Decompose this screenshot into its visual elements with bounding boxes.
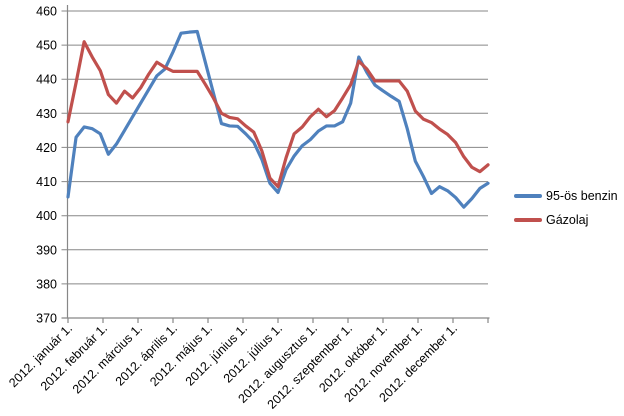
y-tick-label: 460 bbox=[36, 5, 57, 19]
y-tick-label: 390 bbox=[36, 243, 57, 257]
series-line-gazolaj bbox=[66, 40, 490, 189]
y-tick-label: 440 bbox=[36, 73, 57, 87]
legend-label-benzin: 95-ös benzin bbox=[546, 189, 618, 203]
y-tick-label: 370 bbox=[36, 312, 57, 326]
legend-label-gazolaj: Gázolaj bbox=[546, 213, 589, 227]
y-tick-label: 400 bbox=[36, 209, 57, 223]
x-tick-label: 2012. április 1. bbox=[113, 321, 180, 388]
y-tick-label: 450 bbox=[36, 39, 57, 53]
legend-item-gazolaj: Gázolaj bbox=[514, 212, 618, 228]
legend-swatch-benzin-icon bbox=[514, 194, 542, 198]
legend-item-benzin: 95-ös benzin bbox=[514, 188, 618, 204]
y-tick-label: 420 bbox=[36, 141, 57, 155]
y-tick-label: 380 bbox=[36, 277, 57, 291]
legend-swatch-gazolaj-icon bbox=[514, 218, 542, 222]
x-tick-label: 2012. június 1. bbox=[183, 321, 250, 388]
legend: 95-ös benzin Gázolaj bbox=[514, 188, 618, 236]
y-tick-label: 430 bbox=[36, 107, 57, 121]
series-line-benzin bbox=[66, 29, 490, 209]
y-tick-label: 410 bbox=[36, 175, 57, 189]
